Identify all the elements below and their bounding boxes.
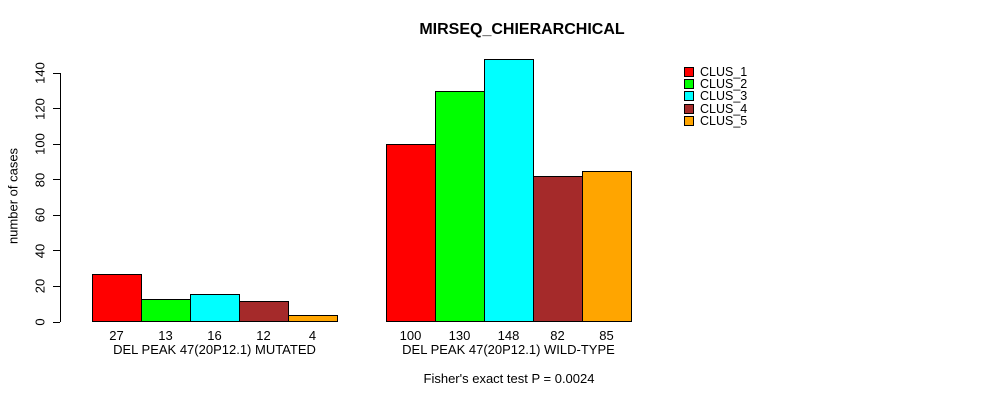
bar-clus_3-group2 (484, 59, 534, 322)
y-tick-label: 20 (32, 279, 48, 294)
bar-value-label: 100 (399, 328, 422, 343)
bar-clus_1-group2 (386, 144, 436, 322)
legend-label: CLUS_4 (700, 101, 748, 116)
legend-item-clus_3: CLUS_3 (684, 89, 748, 104)
y-tick-mark (53, 285, 60, 287)
bar-clus_1-group1 (92, 274, 142, 322)
group-label: DEL PEAK 47(20P12.1) WILD-TYPE (402, 342, 615, 357)
legend-item-clus_1: CLUS_1 (684, 66, 747, 78)
bar-value-label: 16 (207, 328, 222, 343)
bar-clus_2-group2 (435, 91, 485, 322)
bar-clus_5-group1 (288, 315, 338, 322)
y-tick-mark (53, 214, 60, 216)
legend-item-clus_4: CLUS_4 (684, 101, 748, 116)
bar-clus_4-group1 (239, 301, 289, 322)
legend-label: CLUS_5 (700, 113, 748, 128)
bar-value-label: 85 (599, 328, 614, 343)
y-tick-label: 80 (32, 172, 48, 188)
bar-value-label: 27 (109, 328, 124, 343)
y-axis-label: number of cases (5, 147, 21, 245)
y-tick-label: 140 (32, 62, 48, 85)
bar-clus_4-group2 (533, 176, 583, 322)
legend-swatch (684, 91, 694, 102)
bar-clus_2-group1 (141, 299, 191, 322)
y-tick-mark (53, 321, 60, 323)
y-tick-label: 0 (32, 318, 48, 326)
bar-value-label: 13 (158, 328, 173, 343)
legend-item-clus_5: CLUS_5 (684, 115, 747, 127)
bar-clus_5-group2 (582, 171, 632, 322)
legend-swatch (684, 79, 694, 90)
legend-swatch (684, 115, 694, 126)
legend-swatch (684, 103, 694, 114)
y-tick-mark (53, 72, 60, 74)
bar-value-label: 82 (550, 328, 565, 343)
bar-clus_3-group1 (190, 294, 240, 322)
legend-swatch (684, 67, 694, 78)
legend-label: CLUS_3 (700, 89, 748, 104)
y-tick-label: 60 (32, 208, 48, 223)
bar-value-label: 12 (256, 328, 271, 343)
group-label: DEL PEAK 47(20P12.1) MUTATED (113, 342, 316, 357)
legend-item-clus_2: CLUS_2 (684, 77, 748, 92)
legend-label: CLUS_1 (700, 65, 748, 80)
y-tick-mark (53, 108, 60, 110)
bar-value-label: 4 (308, 328, 317, 343)
bar-value-label: 130 (448, 328, 471, 343)
y-tick-mark (53, 143, 60, 145)
annotation-text: Fisher's exact test P = 0.0024 (423, 371, 595, 386)
y-tick-mark (53, 250, 60, 252)
y-tick-label: 100 (32, 133, 48, 156)
y-tick-label: 40 (32, 243, 48, 259)
y-tick-mark (53, 179, 60, 181)
y-tick-label: 120 (32, 97, 48, 120)
bar-value-label: 148 (497, 328, 520, 343)
chart-title: MIRSEQ_CHIERARCHICAL (419, 21, 625, 38)
legend: CLUS_1 CLUS_2 CLUS_3 CLUS_4 CLUS_5 (684, 66, 747, 127)
legend-label: CLUS_2 (700, 77, 748, 92)
y-axis (60, 73, 61, 322)
